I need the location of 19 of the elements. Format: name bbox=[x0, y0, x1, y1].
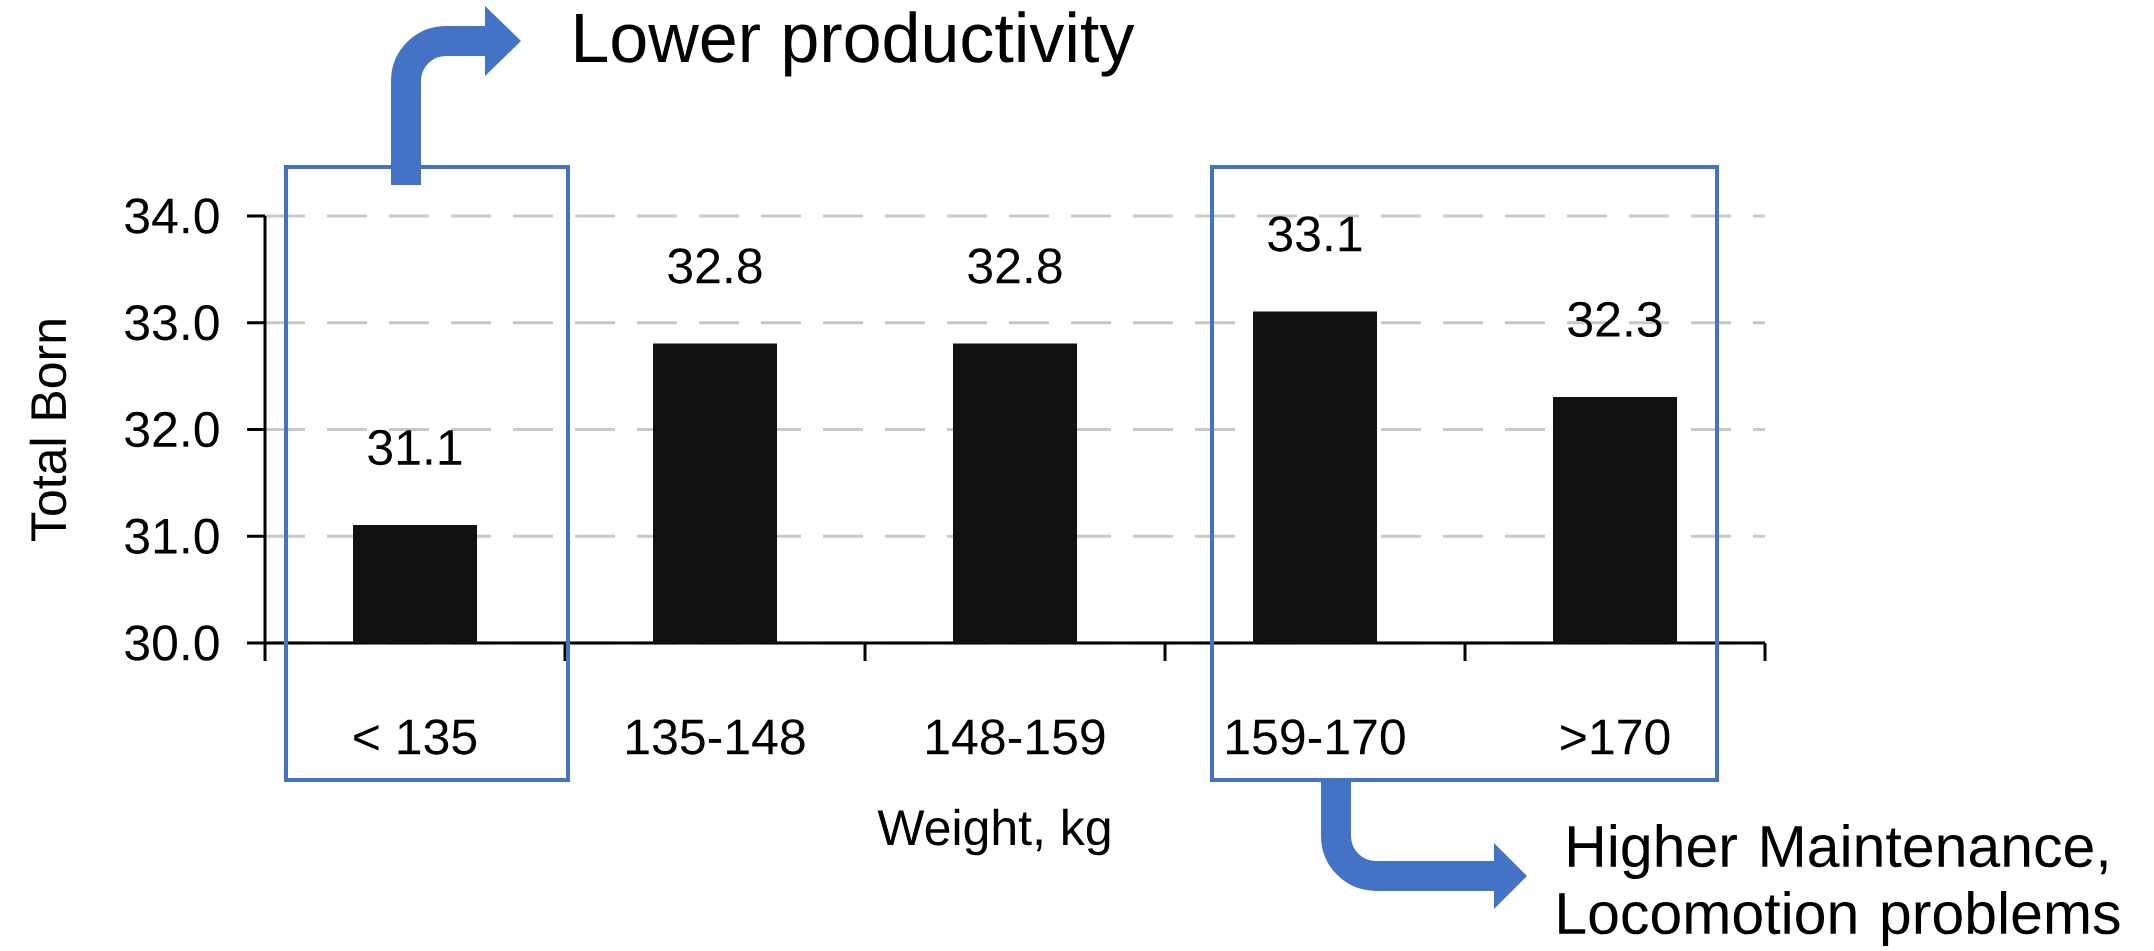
data-label: 31.1 bbox=[368, 429, 462, 466]
x-tick-label: >170 bbox=[1561, 719, 1670, 755]
y-tick-label: 31.0 bbox=[125, 518, 219, 554]
x-tick-label: < 135 bbox=[354, 719, 477, 755]
data-label: 32.3 bbox=[1568, 301, 1662, 338]
x-axis-title: Weight, kg bbox=[877, 808, 1110, 856]
text: Lower productivity bbox=[576, 11, 1135, 77]
x-tick-label: 159-170 bbox=[1227, 719, 1405, 755]
x-tick-label: 135-148 bbox=[627, 719, 805, 755]
y-tick-label: 30.0 bbox=[125, 625, 219, 661]
data-label: 33.1 bbox=[1268, 216, 1362, 252]
data-label: 32.8 bbox=[968, 248, 1062, 284]
text: Higher Maintenance, Locomotion problems bbox=[1559, 823, 2120, 946]
y-tick-label: 32.0 bbox=[125, 411, 219, 448]
data-label: 32.8 bbox=[668, 248, 762, 284]
y-tick-label: 33.0 bbox=[125, 305, 219, 341]
y-tick-label: 34.0 bbox=[125, 198, 219, 234]
x-tick-label: 148-159 bbox=[927, 719, 1105, 755]
y-axis-title: Total Born bbox=[29, 320, 67, 541]
